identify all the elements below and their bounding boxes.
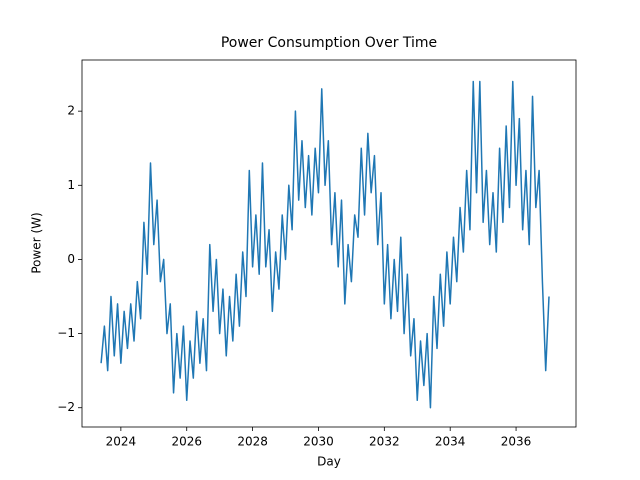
x-tick-label: 2034 <box>435 435 466 449</box>
y-axis-label: Power (W) <box>30 212 44 273</box>
x-tick-label: 2028 <box>237 435 268 449</box>
x-tick-label: 2026 <box>171 435 202 449</box>
y-tick-label: 0 <box>67 252 75 266</box>
data-line <box>100 80 550 409</box>
x-tick-label: 2030 <box>303 435 334 449</box>
x-tick-label: 2024 <box>106 435 137 449</box>
chart-title: Power Consumption Over Time <box>221 35 437 51</box>
plot-frame <box>81 59 577 428</box>
y-tick-label: 1 <box>67 178 75 192</box>
x-axis-label: Day <box>317 455 341 469</box>
y-tick-label: −2 <box>57 400 75 414</box>
x-tick-label: 2036 <box>501 435 532 449</box>
y-tick-label: −1 <box>57 326 75 340</box>
y-tick-label: 2 <box>67 104 75 118</box>
x-tick-label: 2032 <box>369 435 400 449</box>
